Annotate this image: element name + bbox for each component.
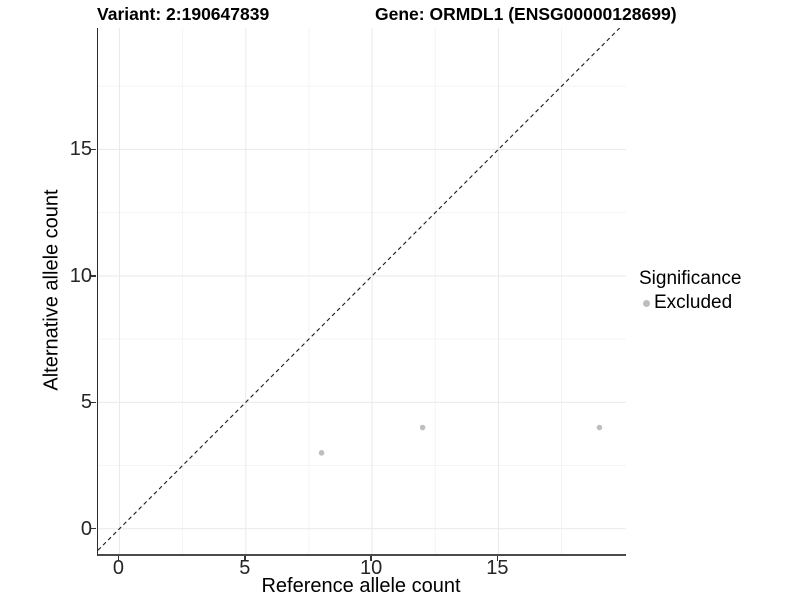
y-tick-label: 0 [80, 517, 92, 540]
y-tick-mark [90, 401, 96, 404]
x-tick-label: 0 [112, 557, 125, 579]
y-tick-mark [90, 527, 96, 530]
y-axis-title: Alternative allele count [40, 189, 63, 391]
identity-reference-line [98, 28, 621, 551]
y-tick-label: 15 [69, 138, 92, 161]
x-tick-mark [244, 556, 246, 561]
data-point [318, 450, 325, 456]
legend-key-dot-icon [643, 299, 650, 307]
y-tick-label: 10 [69, 264, 92, 287]
plot-title-variant: Variant: 2:190647839 [97, 4, 270, 24]
y-tick-mark [90, 148, 96, 151]
x-tick-label: 10 [359, 557, 383, 579]
x-tick-label: 5 [239, 557, 251, 579]
legend-item-label: Excluded [654, 292, 733, 313]
y-tick-mark [90, 275, 96, 277]
x-tick-mark [496, 556, 499, 561]
x-tick-mark [370, 556, 372, 561]
plot-panel [97, 28, 626, 556]
data-point [596, 424, 603, 431]
legend-title: Significance [639, 268, 742, 289]
x-tick-mark [117, 556, 120, 561]
x-axis-title: Reference allele count [261, 575, 461, 597]
plot-title-gene: Gene: ORMDL1 (ENSG00000128699) [375, 4, 677, 24]
legend-item-excluded: Excluded [639, 292, 741, 314]
y-tick-label: 5 [80, 391, 92, 414]
plot-canvas [98, 28, 626, 554]
legend: Significance Excluded [639, 268, 741, 314]
x-tick-label: 15 [486, 557, 509, 579]
data-point [419, 424, 426, 431]
